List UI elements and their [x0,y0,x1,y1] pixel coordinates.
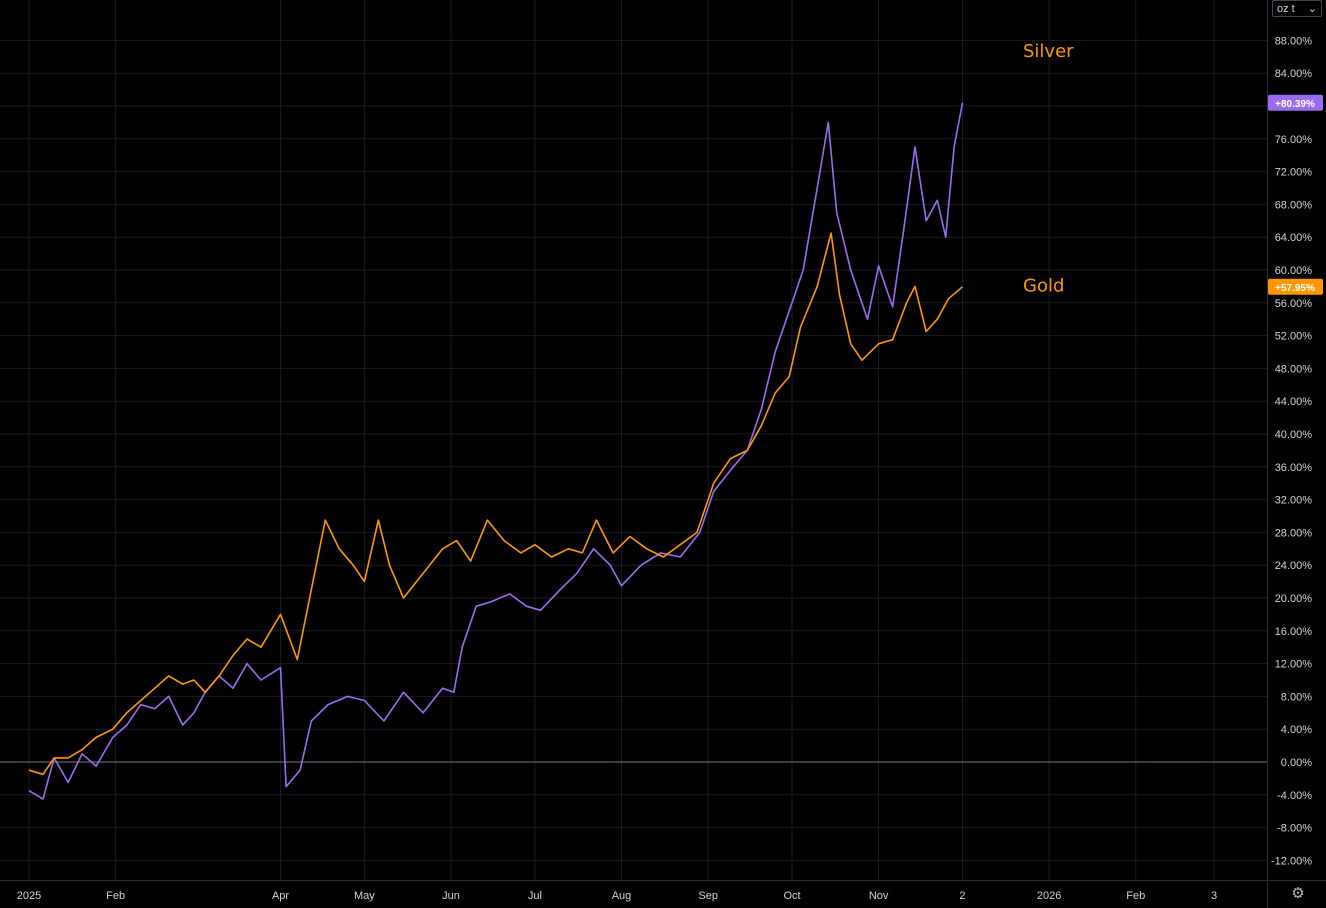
y-tick-label: 4.00% [1281,724,1312,736]
chevron-down-icon: ⌄ [1307,3,1317,15]
y-tick-label: 52.00% [1275,331,1313,343]
annotation-silver: Silver [1023,41,1074,62]
x-tick-label: 2025 [17,890,41,902]
annotation-gold: Gold [1023,275,1064,296]
last-value-label-gold: +57.95% [1275,283,1315,294]
y-tick-label: -12.00% [1271,855,1312,867]
y-tick-label: 8.00% [1281,691,1312,703]
y-tick-label: 68.00% [1275,199,1313,211]
x-tick-label: May [354,890,375,902]
y-tick-label: 28.00% [1275,527,1313,539]
y-tick-label: 40.00% [1275,429,1313,441]
y-tick-label: 24.00% [1275,560,1313,572]
x-tick-label: 3 [1211,890,1217,902]
series-line-gold[interactable] [28,232,964,776]
last-value-badges: +80.39% +57.95% [1268,94,1323,295]
y-tick-label: 56.00% [1275,298,1313,310]
y-tick-label: 76.00% [1275,134,1313,146]
x-tick-label: Feb [1126,890,1145,902]
series-line-silver[interactable] [28,102,964,800]
unit-selector-value: oz t [1277,2,1295,15]
y-tick-label: 84.00% [1275,68,1313,80]
last-value-badge-gold [1268,278,1323,295]
y-tick-label: 72.00% [1275,167,1313,179]
y-tick-label: 12.00% [1275,659,1313,671]
series-annotations: Silver Gold [1023,41,1074,297]
unit-selector[interactable]: oz t ⌄ [1272,0,1322,17]
y-tick-label: 48.00% [1275,363,1313,375]
time-axis[interactable]: 2025 Feb Apr May Jun Jul Aug Sep Oct Nov 2 2026 Feb 3 [17,890,1217,902]
y-tick-label: 16.00% [1275,626,1313,638]
y-tick-label: -4.00% [1277,790,1312,802]
x-tick-label: Feb [106,890,125,902]
y-tick-label: 36.00% [1275,462,1313,474]
y-tick-label: 32.00% [1275,495,1313,507]
y-tick-label: -8.00% [1277,823,1312,835]
y-tick-label: 88.00% [1275,35,1313,47]
x-tick-label: Jul [528,890,542,902]
x-tick-label: Sep [698,890,718,902]
x-tick-label: Jun [442,890,460,902]
x-tick-label: 2026 [1037,890,1061,902]
y-tick-label: 64.00% [1275,232,1313,244]
series-layer [28,102,964,800]
y-tick-label: 60.00% [1275,265,1313,277]
x-tick-label: Aug [612,890,632,902]
x-tick-label: Apr [272,890,289,902]
chart-grid [0,0,1267,880]
x-tick-label: Oct [783,890,800,902]
last-value-label-silver: +80.39% [1275,99,1315,110]
gear-icon[interactable]: ⚙ [1291,885,1305,902]
y-tick-label: 20.00% [1275,593,1313,605]
x-tick-label: Nov [869,890,889,902]
x-tick-label: 2 [959,890,965,902]
y-tick-label: 44.00% [1275,396,1313,408]
y-tick-label: 0.00% [1281,757,1312,769]
last-value-badge-silver [1268,94,1323,111]
price-axis[interactable]: 88.00%84.00%80.00%76.00%72.00%68.00%64.0… [1271,35,1312,867]
